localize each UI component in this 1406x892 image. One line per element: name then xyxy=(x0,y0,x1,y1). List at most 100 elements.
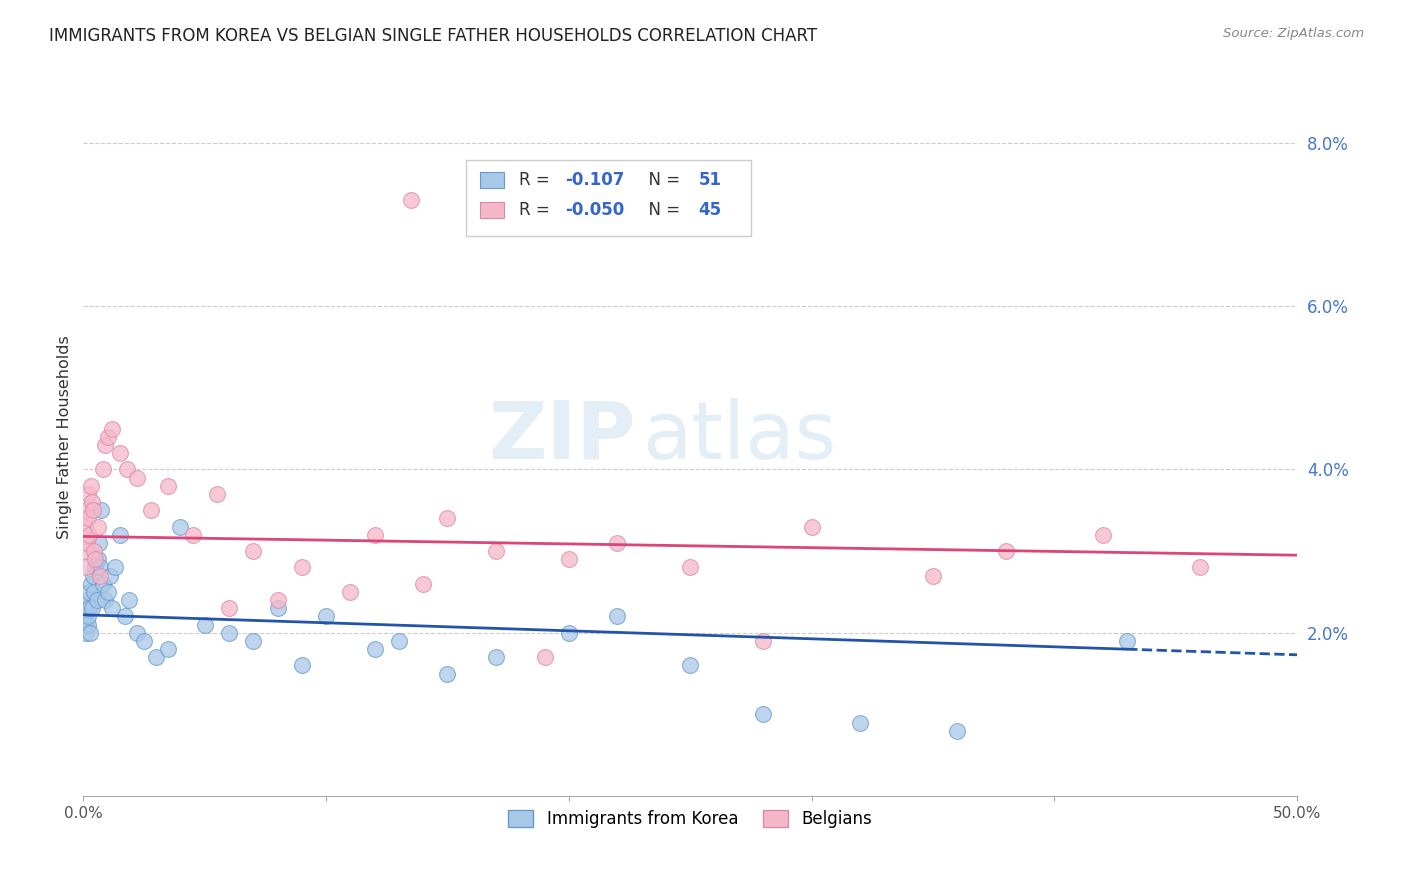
Point xyxy=(90,503,112,517)
Point xyxy=(218,601,240,615)
Point xyxy=(94,438,117,452)
Point xyxy=(181,528,204,542)
Text: R =: R = xyxy=(519,202,555,219)
Text: N =: N = xyxy=(638,171,685,189)
Point xyxy=(399,193,422,207)
Point xyxy=(412,576,434,591)
Point xyxy=(77,609,100,624)
Point xyxy=(114,609,136,624)
Point xyxy=(84,552,107,566)
Point xyxy=(436,666,458,681)
Point xyxy=(125,625,148,640)
Point xyxy=(1091,528,1114,542)
Point xyxy=(75,625,97,640)
Point xyxy=(83,585,105,599)
Point xyxy=(242,634,264,648)
Text: -0.050: -0.050 xyxy=(565,202,624,219)
Point xyxy=(558,625,581,640)
Point xyxy=(77,511,100,525)
Point xyxy=(145,650,167,665)
Point xyxy=(558,552,581,566)
Text: atlas: atlas xyxy=(641,398,837,475)
Point xyxy=(73,519,96,533)
Point xyxy=(87,536,110,550)
Point xyxy=(75,544,97,558)
Point xyxy=(87,552,110,566)
Point xyxy=(89,560,111,574)
Point xyxy=(73,609,96,624)
Text: IMMIGRANTS FROM KOREA VS BELGIAN SINGLE FATHER HOUSEHOLDS CORRELATION CHART: IMMIGRANTS FROM KOREA VS BELGIAN SINGLE … xyxy=(49,27,817,45)
Y-axis label: Single Father Households: Single Father Households xyxy=(58,334,72,539)
Point xyxy=(266,601,288,615)
Point xyxy=(849,715,872,730)
Point xyxy=(315,609,337,624)
Point xyxy=(1116,634,1139,648)
Text: 51: 51 xyxy=(699,171,721,189)
Point xyxy=(79,576,101,591)
Point xyxy=(291,560,314,574)
Point xyxy=(679,560,702,574)
Point xyxy=(485,544,508,558)
Point xyxy=(291,658,314,673)
Point xyxy=(104,560,127,574)
Point xyxy=(752,707,775,722)
Point xyxy=(84,560,107,574)
Point xyxy=(94,593,117,607)
FancyBboxPatch shape xyxy=(481,172,505,188)
Point xyxy=(363,642,385,657)
Point xyxy=(83,544,105,558)
Point xyxy=(79,528,101,542)
Point xyxy=(205,487,228,501)
Point xyxy=(97,430,120,444)
Text: ZIP: ZIP xyxy=(488,398,636,475)
Point xyxy=(606,536,628,550)
Point xyxy=(388,634,411,648)
Text: 45: 45 xyxy=(699,202,721,219)
Point xyxy=(141,503,163,517)
Point xyxy=(82,503,104,517)
Text: N =: N = xyxy=(638,202,685,219)
Point xyxy=(79,479,101,493)
Point xyxy=(752,634,775,648)
Point xyxy=(80,601,103,615)
Text: R =: R = xyxy=(519,171,555,189)
Point xyxy=(115,462,138,476)
Point xyxy=(436,511,458,525)
Point xyxy=(533,650,555,665)
Point xyxy=(76,593,98,607)
Point xyxy=(79,601,101,615)
Point xyxy=(339,585,361,599)
Point xyxy=(75,601,97,615)
Point xyxy=(800,519,823,533)
Point xyxy=(101,421,124,435)
Point xyxy=(76,536,98,550)
Point xyxy=(125,470,148,484)
Point xyxy=(132,634,155,648)
Point xyxy=(89,568,111,582)
Point xyxy=(91,576,114,591)
Point xyxy=(169,519,191,533)
Point xyxy=(485,650,508,665)
Point xyxy=(87,519,110,533)
Point xyxy=(82,568,104,582)
Point xyxy=(86,593,108,607)
Point xyxy=(922,568,945,582)
Point xyxy=(946,723,969,738)
Text: Source: ZipAtlas.com: Source: ZipAtlas.com xyxy=(1223,27,1364,40)
Legend: Immigrants from Korea, Belgians: Immigrants from Korea, Belgians xyxy=(502,803,879,835)
Point xyxy=(80,495,103,509)
FancyBboxPatch shape xyxy=(465,160,751,235)
Point xyxy=(242,544,264,558)
Point xyxy=(76,617,98,632)
Point xyxy=(157,479,180,493)
Point xyxy=(994,544,1017,558)
Text: -0.107: -0.107 xyxy=(565,171,624,189)
Point xyxy=(77,585,100,599)
Point xyxy=(101,601,124,615)
Point xyxy=(363,528,385,542)
Point xyxy=(118,593,141,607)
Point xyxy=(75,560,97,574)
FancyBboxPatch shape xyxy=(481,202,505,219)
Point xyxy=(108,446,131,460)
Point xyxy=(91,462,114,476)
